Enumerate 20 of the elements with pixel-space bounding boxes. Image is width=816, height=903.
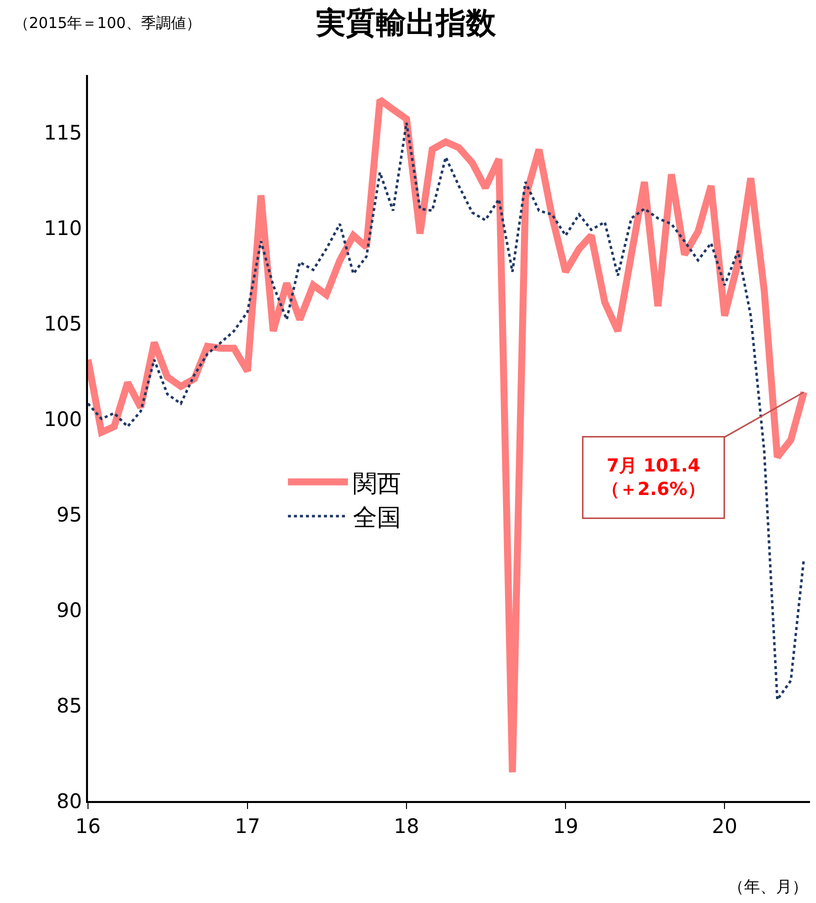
y-tick-label: 115 xyxy=(44,120,82,144)
line-series xyxy=(88,122,806,701)
legend-label: 全国 xyxy=(352,503,401,532)
legend-label: 関西 xyxy=(352,469,401,498)
x-tick-label: 17 xyxy=(234,814,260,838)
y-tick-label: 110 xyxy=(44,216,82,240)
x-axis-title: （年、月） xyxy=(728,877,808,896)
x-tick-label: 19 xyxy=(552,814,578,838)
y-tick-label: 95 xyxy=(56,502,82,526)
x-tick-label: 18 xyxy=(394,814,420,838)
x-tick-label: 16 xyxy=(75,814,101,838)
chart-title: 実質輸出指数 xyxy=(315,6,497,41)
chart-subtitle: （2015年＝100、季調値） xyxy=(14,14,201,32)
y-tick-label: 100 xyxy=(44,406,82,431)
y-tick-label: 85 xyxy=(56,693,82,718)
y-tick-label: 80 xyxy=(56,789,82,813)
annotation: 7月 101.4 （＋2.6%） xyxy=(602,456,706,500)
y-tick-label: 105 xyxy=(44,311,82,336)
x-tick-label: 20 xyxy=(712,814,738,838)
y-tick-label: 90 xyxy=(56,598,82,622)
